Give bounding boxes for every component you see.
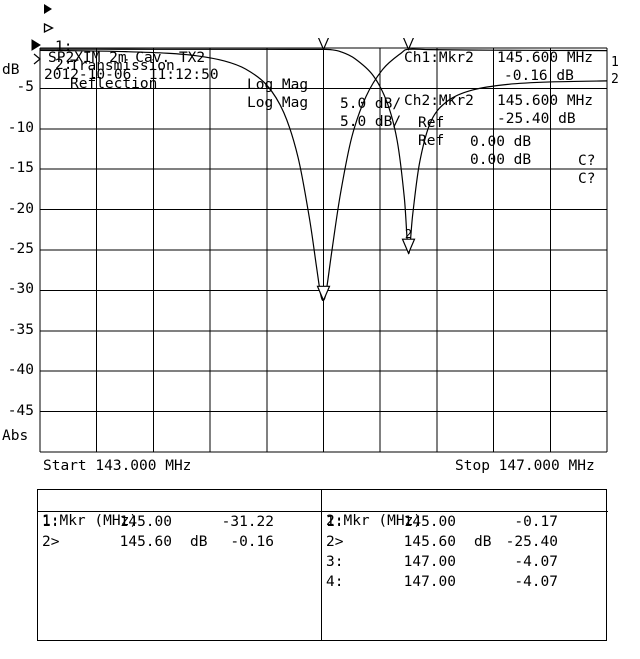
y-axis-tick-minus45: -45: [7, 402, 34, 419]
reference-level-pointers: [31, 39, 41, 65]
marker-value: -0.16: [230, 534, 274, 550]
marker-row[interactable]: 1: 145.00 -31.22: [38, 512, 321, 532]
channel-2-cal-status: C?: [578, 171, 596, 187]
marker-table-2-body: 1: 145.00 -0.17 2> 145.60 -25.40 3: 147.00 -4.07…: [322, 512, 608, 592]
y-axis-tick-minus20: -20: [7, 200, 34, 217]
marker-row[interactable]: 1: 145.00 -0.17: [322, 512, 608, 532]
marker-value: -4.07: [514, 574, 558, 590]
ch2-marker-readout-channel: Ch2:Mkr2: [404, 93, 474, 109]
ch1-marker-readout-channel: Ch1:Mkr2: [404, 50, 474, 66]
ch1-marker-readout-frequency: 145.600 MHz: [497, 50, 594, 66]
marker-tables: 1:Mkr (MHz) dB 1: 145.00 -31.22 2> 145.60 -0.…: [37, 489, 608, 641]
marker-row[interactable]: 4: 147.00 -4.07: [322, 572, 608, 592]
grid-lines: [39, 47, 608, 453]
marker-triangle-ch2-m2[interactable]: 2: [401, 227, 416, 255]
filled-right-triangle-icon: [44, 4, 52, 14]
trace-graph[interactable]: dB Abs -5 -10 -15 -20 -25 -30 -35 -40 -45: [0, 38, 640, 458]
channel-1-name: Transmission: [70, 58, 175, 74]
ch1-marker-readout-value: -0.16 dB: [504, 68, 574, 84]
marker-table-1-unit: dB: [190, 534, 208, 550]
sweep-start-label[interactable]: Start 143.000 MHz: [43, 458, 192, 474]
channel-header: 1: Transmission Log Mag 5.0 dB/ Ref 0.00…: [0, 0, 640, 187]
y-axis-unit-label: dB: [2, 62, 20, 78]
ch2-reference-pointer-icon: [33, 53, 41, 65]
marker-number-label: 2: [405, 227, 412, 241]
marker-table-2-unit: dB: [474, 534, 492, 550]
marker-index: 4:: [326, 574, 344, 590]
sweep-stop-label[interactable]: Stop 147.000 MHz: [455, 458, 595, 474]
channel-2-ref-label: Ref: [418, 133, 445, 149]
marker-index: 2>: [326, 534, 344, 550]
marker-index: 1:: [42, 514, 60, 530]
graph-datetime-text: 2012-10-06 11:12:50: [44, 67, 219, 83]
marker-triangle-ch1-m2[interactable]: 2: [403, 38, 415, 51]
y-axis-tick-minus30: -30: [7, 281, 34, 298]
graph-title-text: SP2XIM 2m Cav. TX2: [48, 50, 206, 66]
hollow-right-triangle-icon: [43, 22, 54, 34]
marker-index: 1:: [326, 514, 344, 530]
graph-canvas[interactable]: 22: [0, 38, 640, 458]
y-axis-mode-label: Abs: [2, 428, 29, 444]
marker-table-2-header: 2:Mkr (MHz) dB: [322, 490, 608, 550]
marker-index: 3:: [326, 554, 344, 570]
channel-row-1[interactable]: 1: Transmission Log Mag 5.0 dB/ Ref 0.00…: [0, 0, 640, 169]
marker-table-channel-1: 1:Mkr (MHz) dB 1: 145.00 -31.22 2> 145.60 -0.…: [38, 490, 322, 640]
ch2-marker-readout-frequency: 145.600 MHz: [497, 93, 594, 109]
marker-index: 2>: [42, 534, 60, 550]
marker-table-1-header: 1:Mkr (MHz) dB: [38, 490, 321, 550]
marker-row[interactable]: 2> 145.60 -25.40: [322, 532, 608, 552]
marker-value: -31.22: [221, 514, 274, 530]
marker-table-1-body: 1: 145.00 -31.22 2> 145.60 -0.16: [38, 512, 321, 552]
marker-triangle-ch2-m1[interactable]: [317, 38, 330, 51]
y-axis-tick-minus15: -15: [7, 160, 34, 177]
ch1-reference-pointer-icon: [31, 39, 41, 51]
right-edge-marker-1-label: 1: [611, 55, 619, 70]
channel-1-cal-status: C?: [578, 153, 596, 169]
y-axis-tick-minus10: -10: [7, 119, 34, 136]
channel-2-number: 2:: [55, 57, 73, 73]
marker-triangle-ch1-m1[interactable]: [316, 285, 331, 302]
marker-table-1-title: 1:Mkr (MHz): [42, 513, 139, 529]
marker-row[interactable]: 3: 147.00 -4.07: [322, 552, 608, 572]
marker-row[interactable]: 2> 145.60 -0.16: [38, 532, 321, 552]
trace-2: [39, 48, 608, 254]
trace-markers[interactable]: 22: [316, 38, 416, 302]
channel-row-2[interactable]: 2: Reflection Log Mag 5.0 dB/ Ref 0.00 d…: [0, 18, 640, 187]
marker-frequency: 145.60: [403, 534, 456, 550]
marker-value: -0.17: [514, 514, 558, 530]
y-axis-tick-minus35: -35: [7, 321, 34, 338]
y-axis-tick-minus25: -25: [7, 241, 34, 257]
marker-frequency: 145.60: [119, 534, 172, 550]
marker-frequency: 147.00: [403, 554, 456, 570]
marker-value: -25.40: [505, 534, 558, 550]
ch2-marker-readout-value: -25.40 dB: [497, 111, 576, 127]
y-axis-tick-minus5: -5: [16, 79, 34, 96]
marker-frequency: 145.00: [403, 514, 456, 530]
marker-table-channel-2: 2:Mkr (MHz) dB 1: 145.00 -0.17 2> 145.60 -25.…: [322, 490, 608, 640]
marker-frequency: 147.00: [403, 574, 456, 590]
channel-1-ref-value[interactable]: 0.00 dB: [470, 134, 532, 150]
channel-1-ref-label: Ref: [418, 115, 445, 131]
marker-frequency: 145.00: [119, 514, 172, 530]
y-axis-tick-minus40: -40: [7, 362, 34, 379]
channel-2-ref-value[interactable]: 0.00 dB: [470, 152, 532, 168]
marker-table-2-title: 2:Mkr (MHz): [326, 513, 423, 529]
marker-value: -4.07: [514, 554, 558, 570]
right-edge-marker-2-label: 2: [611, 72, 619, 87]
